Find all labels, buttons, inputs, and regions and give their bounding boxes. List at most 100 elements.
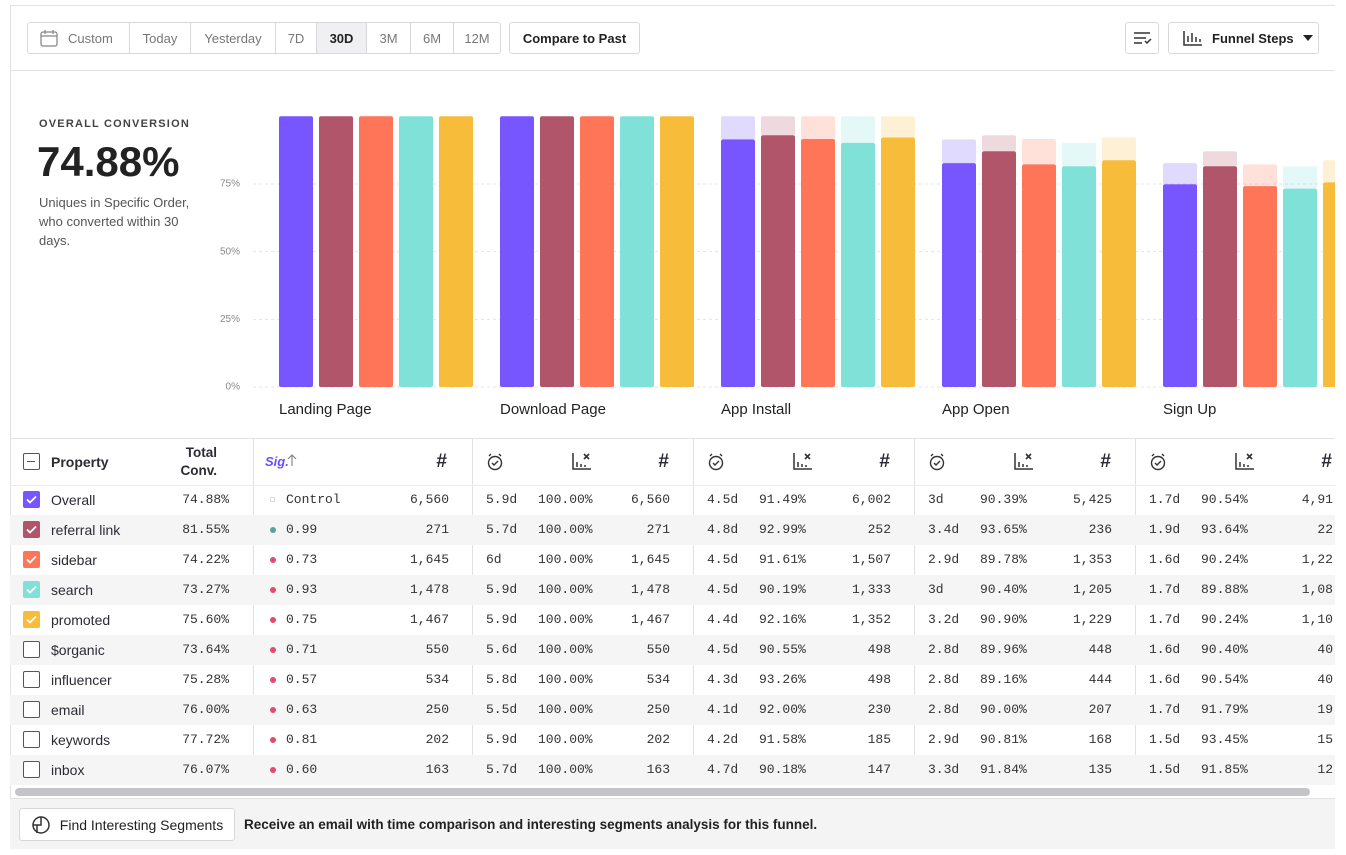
bar-dropoff — [801, 116, 835, 140]
bar-dropoff — [1243, 164, 1277, 187]
date-option-label: Yesterday — [204, 30, 262, 46]
bar-dropoff — [1323, 160, 1335, 183]
bar — [942, 163, 976, 387]
date-option[interactable]: Custom — [27, 22, 130, 54]
step-conversion: 90.00% — [980, 702, 1027, 717]
step-count: 1,229 — [1072, 612, 1112, 627]
segments-label: Find Interesting Segments — [59, 816, 224, 833]
step-conversion: 100.00% — [538, 732, 593, 747]
check — [26, 555, 37, 564]
date-option-label: 3M — [379, 30, 398, 46]
step-time: 2.9d — [928, 732, 960, 747]
header-total: Total Conv. — [180, 445, 218, 478]
row-checkbox[interactable] — [23, 671, 40, 688]
x-tick-label: Sign Up — [1163, 401, 1216, 418]
sort-icon — [1134, 32, 1152, 45]
step-conversion: 100.00% — [538, 492, 593, 507]
bar-dropoff — [721, 116, 755, 140]
step-count: 1,352 — [851, 612, 891, 627]
bar-dropoff — [1102, 137, 1136, 161]
row-total: 74.88% — [182, 492, 229, 507]
row-checkbox[interactable] — [23, 611, 40, 628]
scrollbar[interactable] — [15, 788, 1310, 796]
step-count: 19 — [1317, 702, 1333, 717]
step-conversion: 89.78% — [980, 552, 1027, 567]
step-time: 4.4d — [707, 612, 739, 627]
step-conversion: 100.00% — [538, 552, 593, 567]
conv-icon — [793, 453, 812, 470]
step-time: 3d — [928, 492, 944, 507]
row-total: 76.00% — [182, 702, 229, 717]
row-checkbox[interactable] — [23, 581, 40, 598]
row-checkbox[interactable] — [23, 521, 40, 538]
step-conversion: 100.00% — [538, 762, 593, 777]
date-option[interactable]: Yesterday — [190, 22, 276, 54]
row-checkbox[interactable] — [23, 761, 40, 778]
check — [26, 585, 37, 594]
step-count: 168 — [1088, 732, 1112, 747]
check — [26, 615, 37, 624]
clock-check — [708, 453, 724, 471]
step-time: 5.7d — [486, 522, 518, 537]
step-count: 163 — [646, 762, 670, 777]
bar-dropoff — [942, 139, 976, 164]
header-sig: Sig. — [265, 454, 289, 469]
header-count: # — [436, 451, 447, 472]
step-conversion: 92.99% — [759, 522, 806, 537]
step-count: 1,22 — [1301, 552, 1333, 567]
step-count: 12 — [1317, 762, 1333, 777]
row-checkbox[interactable] — [23, 491, 40, 508]
step-count: 550 — [646, 642, 670, 657]
step-time: 5.5d — [486, 702, 518, 717]
row-stripe — [10, 635, 1335, 665]
step-count: 498 — [867, 672, 891, 687]
row-stripe — [10, 755, 1335, 785]
row-checkbox[interactable] — [23, 551, 40, 568]
view-dropdown[interactable]: Funnel Steps — [1168, 22, 1319, 54]
step-time: 1.5d — [1149, 732, 1181, 747]
date-option[interactable]: 12M — [453, 22, 501, 54]
bar — [841, 142, 875, 387]
date-option[interactable]: 30D — [316, 22, 367, 54]
row-checkbox[interactable] — [23, 731, 40, 748]
step-conversion: 100.00% — [538, 642, 593, 657]
sig-marker — [270, 767, 276, 773]
x-tick-label: App Open — [942, 401, 1010, 418]
bar-dropoff — [1163, 163, 1197, 185]
step-conversion: 90.24% — [1201, 552, 1248, 567]
step-conversion: 89.16% — [980, 672, 1027, 687]
step-time: 5.8d — [486, 672, 518, 687]
conversion-icon — [793, 452, 813, 475]
x-tick-label: App Install — [721, 401, 791, 418]
step-conversion: 91.79% — [1201, 702, 1248, 717]
step-conversion: 91.85% — [1201, 762, 1248, 777]
step-count: 4,91 — [1301, 492, 1333, 507]
row-sig: 0.75 — [286, 612, 318, 627]
step-count: 1,353 — [1072, 552, 1112, 567]
header-checkbox[interactable] — [23, 453, 40, 470]
date-option[interactable]: 3M — [366, 22, 411, 54]
step-conversion: 90.19% — [759, 582, 806, 597]
bar — [761, 135, 795, 387]
row-checkbox[interactable] — [23, 641, 40, 658]
row-checkbox[interactable] — [23, 701, 40, 718]
row-sig: 0.73 — [286, 552, 318, 567]
date-option-label: 30D — [329, 30, 354, 46]
date-option[interactable]: Today — [129, 22, 191, 54]
sort-button[interactable] — [1125, 22, 1159, 54]
compare-button[interactable]: Compare to Past — [509, 22, 640, 54]
segments-button[interactable]: Find Interesting Segments — [19, 808, 235, 841]
bar-dropoff — [982, 135, 1016, 152]
sig-marker — [270, 737, 276, 743]
bar — [399, 116, 433, 388]
date-option[interactable]: 7D — [275, 22, 317, 54]
row-total: 81.55% — [182, 522, 229, 537]
step-conversion: 89.96% — [980, 642, 1027, 657]
step-time: 4.5d — [707, 492, 739, 507]
row-name: sidebar — [51, 552, 97, 568]
step-count: 1,645 — [630, 552, 670, 567]
step-time: 1.7d — [1149, 702, 1181, 717]
row-stripe — [10, 695, 1335, 725]
date-option[interactable]: 6M — [410, 22, 454, 54]
date-option-label: 6M — [422, 30, 442, 46]
